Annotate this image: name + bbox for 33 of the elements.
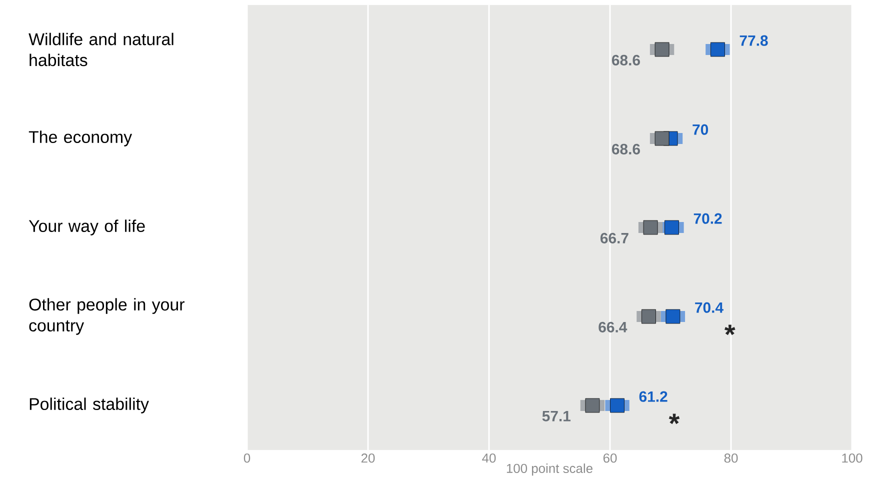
x-tick-label: 20 xyxy=(361,454,375,463)
point xyxy=(610,398,624,413)
x-tick-label: 0 xyxy=(244,454,250,463)
data-label: 77.8 xyxy=(740,35,768,46)
data-label: 68.6 xyxy=(612,144,640,154)
data-label: 70.2 xyxy=(694,213,722,224)
data-label: 70.4 xyxy=(695,302,724,313)
y-tick-label: Political stability xyxy=(30,398,149,414)
point xyxy=(654,131,670,146)
data-label: 61.2 xyxy=(639,391,668,402)
y-tick-label: The economy xyxy=(28,130,132,146)
point xyxy=(643,220,658,235)
x-axis-title: 100 point scale xyxy=(506,464,592,476)
y-tick-label: Other people in your country xyxy=(29,298,184,335)
point xyxy=(585,398,600,413)
point xyxy=(642,309,656,324)
point xyxy=(664,220,679,235)
annotation: * xyxy=(668,414,680,424)
x-tick-label: 60 xyxy=(603,454,617,463)
annotation: * xyxy=(724,324,736,336)
data-label: 66.7 xyxy=(600,232,628,244)
x-tick-label: 100 xyxy=(842,454,862,463)
point xyxy=(654,42,670,57)
y-tick-label: Wildlife and natural habitats xyxy=(28,32,174,66)
x-tick-label: 40 xyxy=(482,454,496,463)
x-tick-label: 80 xyxy=(724,454,738,463)
point xyxy=(666,309,680,324)
point xyxy=(710,42,725,57)
data-label: 70 xyxy=(692,124,708,135)
data-label: 57.1 xyxy=(542,410,571,422)
data-label: 66.4 xyxy=(598,322,628,332)
y-tick-label: Your way of life xyxy=(28,220,145,236)
data-label: 68.6 xyxy=(612,54,640,66)
